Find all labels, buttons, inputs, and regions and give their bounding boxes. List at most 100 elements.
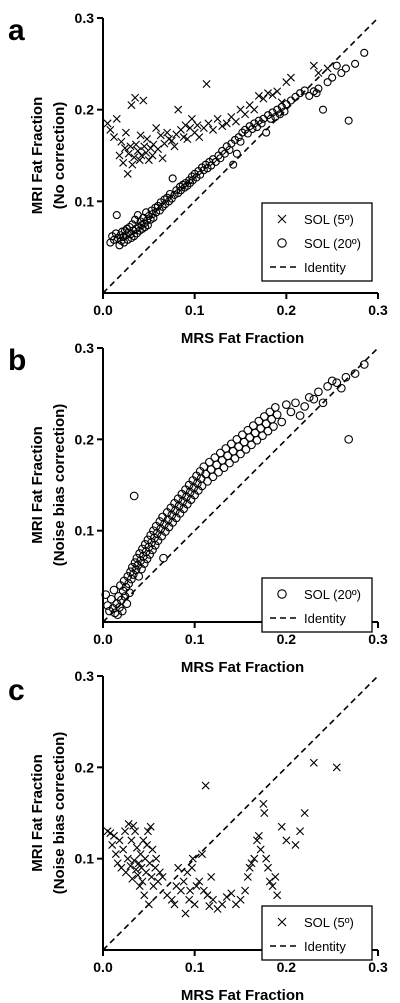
data-point	[332, 378, 342, 388]
data-point	[222, 119, 231, 128]
data-point	[121, 128, 130, 137]
data-point	[165, 189, 174, 199]
data-point	[336, 383, 346, 393]
data-point	[229, 160, 238, 169]
data-point	[332, 61, 341, 70]
data-point	[247, 859, 256, 868]
data-point	[312, 89, 321, 98]
data-point	[286, 73, 295, 82]
data-point	[142, 868, 151, 877]
data-point	[135, 156, 144, 165]
data-point	[144, 156, 153, 165]
data-point	[137, 564, 146, 574]
data-point	[113, 859, 122, 868]
data-point	[119, 158, 128, 167]
data-point	[158, 872, 167, 881]
data-point	[204, 119, 213, 128]
panel-b: b 0.0 0.1 0.2 0.3 0.1 0.2 0.3 MRS Fat Fraction MR…	[8, 340, 388, 676]
data-point	[168, 174, 177, 183]
data-point	[124, 149, 133, 158]
data-point	[106, 594, 116, 604]
data-point	[121, 827, 129, 836]
data-point	[128, 160, 137, 169]
data-point	[219, 463, 229, 472]
data-point	[243, 872, 252, 881]
data-point	[137, 151, 146, 160]
data-point	[110, 133, 118, 142]
data-point	[241, 445, 251, 454]
data-point	[197, 481, 207, 491]
data-point	[185, 895, 194, 904]
data-point	[202, 80, 211, 88]
data-point	[131, 827, 140, 836]
data-point	[112, 114, 121, 123]
legend-label: SOL (20º)	[304, 587, 361, 602]
data-point	[262, 128, 271, 137]
x-tick-label: 0.2	[277, 959, 297, 975]
data-point	[209, 125, 217, 134]
x-tick-label: 0.3	[368, 959, 388, 975]
data-point	[130, 232, 139, 241]
legend-box	[261, 577, 373, 633]
data-point	[139, 96, 148, 105]
data-point	[187, 172, 196, 181]
data-point	[119, 845, 128, 854]
data-point	[213, 114, 222, 123]
data-point	[209, 895, 217, 904]
data-point	[170, 142, 179, 151]
data-point	[134, 859, 143, 868]
identity-line	[102, 17, 379, 294]
data-point	[131, 215, 140, 224]
panel-letter: b	[8, 344, 26, 377]
data-point	[146, 822, 155, 831]
data-point	[254, 116, 263, 125]
data-point	[314, 69, 323, 77]
data-point	[130, 153, 139, 162]
x-tick-label: 0.0	[93, 959, 113, 975]
data-point	[296, 89, 305, 98]
data-point	[259, 114, 268, 123]
data-point	[138, 877, 147, 886]
data-point	[231, 117, 240, 126]
data-point	[163, 128, 172, 137]
data-point	[179, 877, 188, 886]
data-point	[268, 108, 277, 117]
data-point	[139, 836, 148, 845]
data-point	[146, 144, 155, 153]
data-point	[270, 403, 280, 412]
data-point	[350, 369, 360, 378]
data-point	[132, 865, 140, 874]
data-point	[117, 137, 126, 146]
data-point	[258, 431, 267, 441]
data-point	[314, 84, 323, 93]
data-point	[277, 102, 286, 111]
series-sol-5	[103, 758, 341, 918]
data-point	[271, 872, 280, 881]
identity-line	[102, 347, 379, 623]
data-point	[245, 863, 254, 872]
data-point	[108, 840, 117, 849]
data-point	[268, 882, 277, 891]
y-axis-title-line: (Noise bias correction)	[51, 732, 68, 895]
legend-marker-o	[277, 589, 287, 599]
x-tick-label: 0.1	[185, 302, 205, 318]
y-axis-title-line: (Noise bias correction)	[51, 404, 68, 567]
data-point	[101, 590, 111, 599]
data-point	[123, 854, 132, 863]
data-point	[125, 588, 134, 598]
data-point	[275, 110, 284, 119]
data-point	[248, 124, 257, 133]
data-point	[150, 540, 160, 550]
data-point	[238, 128, 247, 137]
data-point	[126, 142, 135, 151]
data-point	[106, 829, 115, 838]
data-point	[214, 467, 223, 477]
legend-marker-x	[277, 917, 287, 927]
y-tick-label: 0.1	[75, 193, 95, 209]
data-point	[271, 112, 280, 122]
data-point	[296, 827, 305, 836]
data-point	[117, 606, 127, 616]
data-point	[300, 86, 309, 95]
data-point	[152, 854, 161, 863]
x-tick-label: 0.2	[277, 302, 297, 318]
